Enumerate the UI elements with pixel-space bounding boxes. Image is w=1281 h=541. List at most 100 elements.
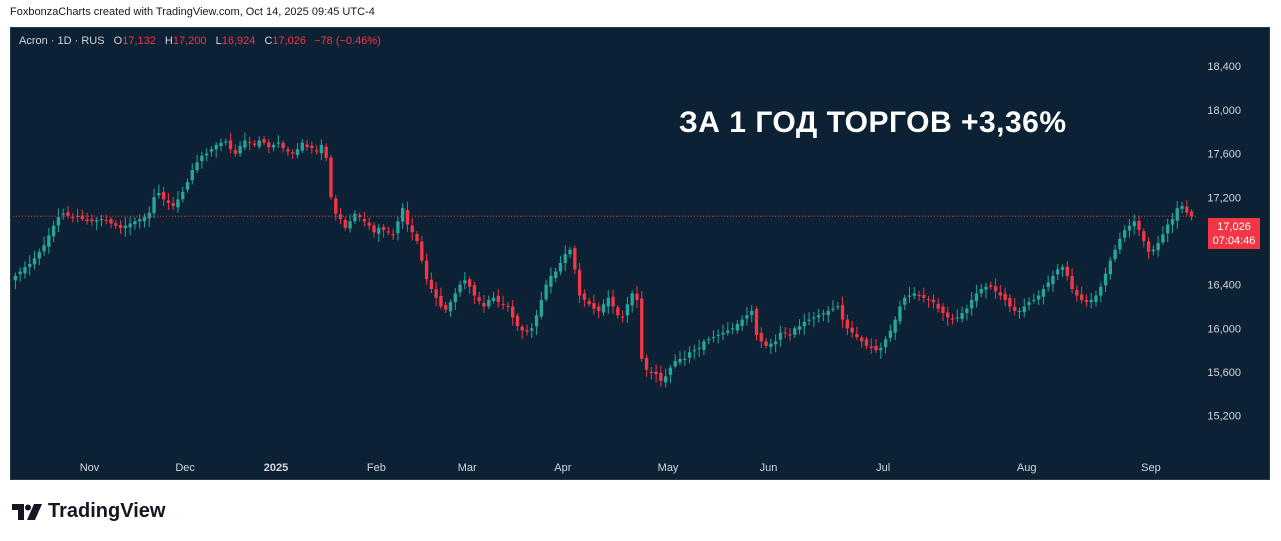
candle-body	[807, 319, 811, 321]
candle-body	[922, 295, 926, 298]
candle-body	[1041, 289, 1046, 297]
candle-body	[128, 223, 132, 228]
candlestick-chart[interactable]: 15,20015,60016,00016,40016,80017,20017,6…	[11, 28, 1269, 479]
x-tick-label: Aug	[1017, 462, 1037, 474]
candle-body	[539, 299, 544, 317]
candle-body	[936, 303, 940, 309]
candle-body	[730, 328, 735, 330]
candle-body	[1075, 289, 1079, 296]
x-tick-label: Nov	[80, 462, 100, 474]
candle-body	[592, 303, 596, 309]
candle-body	[1099, 286, 1103, 296]
candle-body	[463, 280, 467, 284]
candle-body	[1137, 220, 1141, 231]
bar-countdown: 07:04:46	[1212, 235, 1256, 247]
candle-body	[793, 328, 797, 335]
candle-body	[334, 198, 338, 214]
candle-body	[396, 221, 400, 234]
candle-body	[372, 225, 376, 233]
candle-body	[1132, 221, 1136, 227]
candle-body	[893, 319, 897, 333]
annotation-text: ЗА 1 ГОД ТОРГОВ +3,36%	[679, 106, 1067, 139]
candle-body	[219, 142, 223, 147]
x-tick-label: May	[658, 462, 679, 474]
candle-body	[51, 225, 56, 237]
candle-body	[1079, 294, 1084, 300]
legend-high-label: H	[164, 35, 173, 47]
candle-body	[147, 212, 151, 219]
candle-body	[687, 352, 692, 358]
legend-open-value: 17,132	[122, 35, 156, 47]
candle-body	[1094, 295, 1098, 302]
candle-body	[152, 197, 156, 213]
candle-body	[707, 339, 711, 341]
candle-body	[491, 297, 496, 301]
candle-body	[754, 309, 759, 335]
candle-body	[673, 361, 677, 367]
candle-body	[941, 306, 945, 314]
candle-body	[525, 330, 529, 332]
candle-body	[812, 317, 816, 319]
candle-body	[209, 149, 214, 152]
candle-body	[821, 313, 826, 315]
candle-body	[448, 302, 453, 312]
candle-body	[23, 267, 27, 274]
tradingview-logo-icon	[12, 503, 42, 520]
candle-body	[99, 219, 104, 221]
candle-body	[1118, 238, 1122, 250]
candle-body	[1161, 234, 1165, 243]
tradingview-logo[interactable]: TradingView	[12, 500, 165, 523]
candle-body	[410, 225, 414, 233]
candle-body	[520, 326, 524, 331]
candle-body	[544, 284, 548, 300]
legend-symbol: Acron · 1D · RUS	[19, 35, 105, 47]
candle-body	[735, 323, 740, 331]
candle-body	[587, 300, 591, 305]
legend-high-value: 17,200	[172, 35, 207, 47]
candle-body	[243, 140, 247, 148]
symbol-legend: Acron · 1D · RUS O17,132 H17,200 L16,924…	[19, 35, 381, 47]
candle-body	[467, 279, 472, 287]
candle-body	[85, 219, 89, 222]
candle-body	[864, 339, 869, 346]
candle-body	[233, 150, 238, 154]
candle-body	[510, 306, 515, 318]
candle-body	[80, 215, 85, 220]
candle-body	[1051, 275, 1055, 285]
candle-body	[1108, 260, 1112, 275]
candle-body	[104, 219, 108, 221]
candle-body	[663, 376, 668, 383]
candle-body	[224, 141, 228, 143]
candle-body	[1046, 282, 1050, 287]
candle-body	[28, 263, 32, 267]
last-price-tag: 17,026 07:04:46	[1208, 218, 1260, 249]
chart-panel[interactable]: 15,20015,60016,00016,40016,80017,20017,6…	[10, 27, 1270, 480]
candle-body	[769, 343, 773, 347]
candle-body	[601, 304, 606, 313]
candle-body	[487, 299, 491, 307]
candle-body	[1084, 300, 1089, 303]
candle-body	[109, 219, 113, 224]
candle-body	[343, 219, 347, 228]
candle-body	[501, 303, 505, 305]
candle-body	[1180, 206, 1184, 209]
candle-body	[836, 306, 840, 308]
candle-body	[434, 289, 438, 298]
candle-body	[381, 227, 386, 231]
candle-body	[353, 213, 357, 222]
candle-body	[558, 262, 563, 272]
x-tick-label: Mar	[458, 462, 477, 474]
candle-body	[955, 317, 959, 319]
candle-body	[257, 140, 261, 147]
candle-body	[1189, 211, 1194, 217]
candle-body	[611, 296, 615, 307]
candle-body	[778, 332, 783, 340]
candle-body	[549, 275, 553, 287]
candle-body	[702, 341, 706, 350]
candle-body	[802, 321, 806, 327]
candle-body	[496, 295, 500, 303]
y-tick-label: 15,600	[1207, 367, 1241, 379]
candle-body	[161, 191, 166, 200]
candle-body	[797, 326, 802, 330]
candle-body	[640, 298, 644, 359]
